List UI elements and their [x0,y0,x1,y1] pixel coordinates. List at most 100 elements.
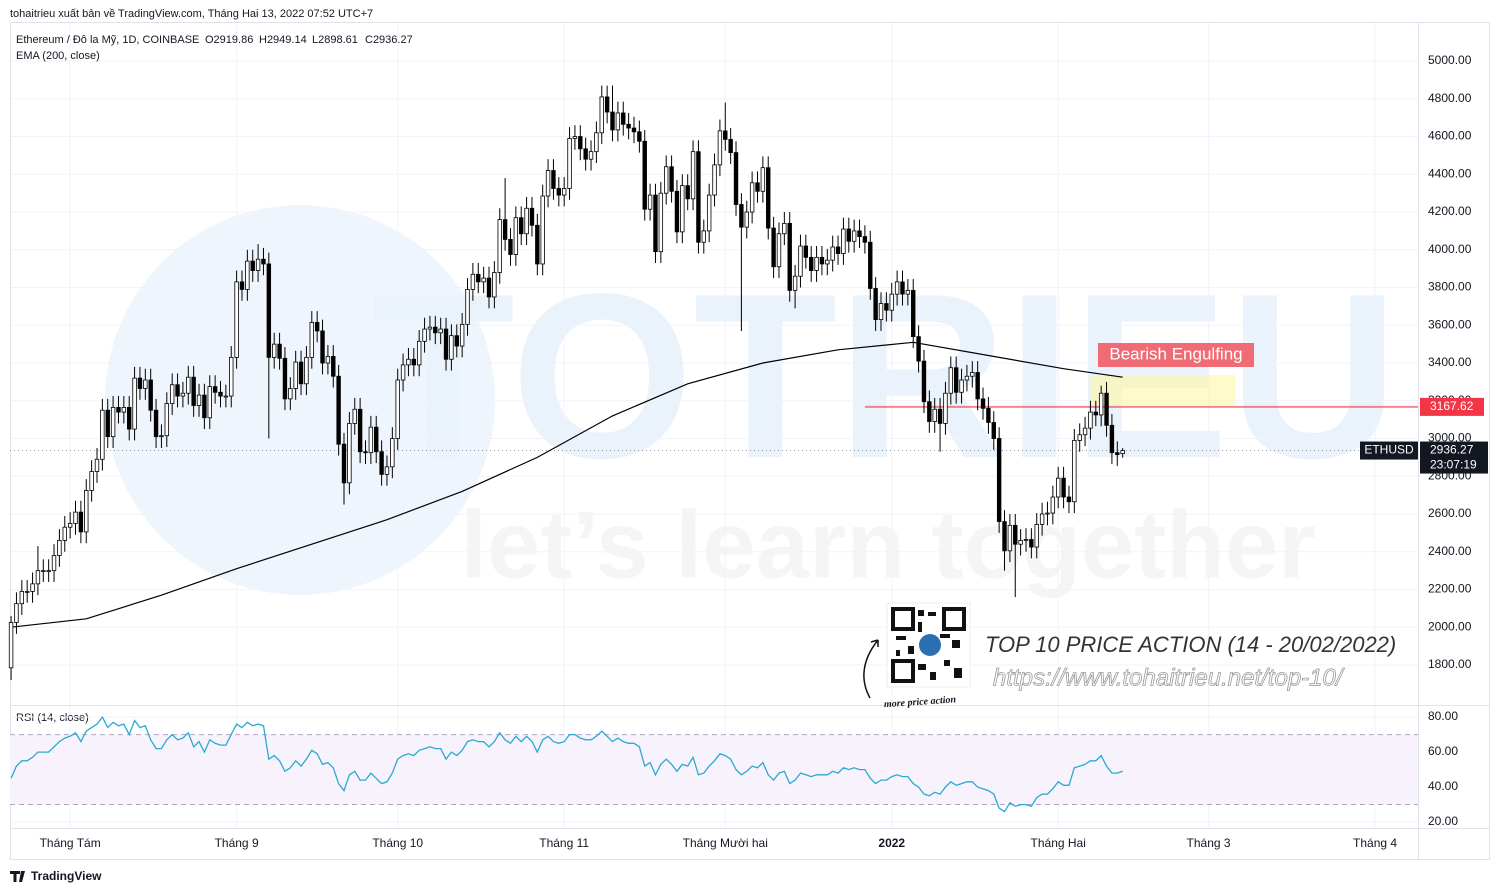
candle-body [438,328,443,334]
candle-body [320,330,325,364]
candle-body [980,398,986,409]
candle-body [723,130,728,140]
candle-body [658,192,664,253]
candle-body [567,138,572,189]
candle-body [878,303,884,321]
candle-body [948,367,954,394]
candle-body [363,451,368,454]
candle-body [137,377,143,389]
promo: more price action TOP 10 PRICE ACTION (1… [863,602,1396,710]
candle-body [1093,411,1099,416]
candle-body [331,356,336,377]
candle-body [433,326,438,334]
candle-body [116,406,121,413]
candle-body [755,182,760,192]
qr-finder [891,607,915,631]
candle-body [395,379,400,439]
candle-body [932,408,937,422]
ohlc-label: L2898.61 [312,34,358,46]
candle-body [84,490,89,533]
x-tick-label: 2022 [878,836,905,850]
candle-body [921,360,927,403]
candle-body [57,540,62,556]
candle-body [1120,450,1125,455]
candle-body [696,151,701,243]
candle-body [508,239,513,255]
candle-body [937,408,943,424]
candle-body [148,379,153,411]
candle-body [1098,392,1104,416]
candle-body [229,356,234,397]
candle-body [298,361,304,385]
candle-body [712,164,717,196]
candle-body [454,335,459,347]
candle-body [406,358,411,366]
candle-body [1104,392,1109,426]
watermark-slogan: let’s learn together [460,491,1315,598]
candle-body [1061,477,1066,498]
candle-body [78,511,84,533]
candle-body [953,367,959,393]
y-tick-label: 3800.00 [1428,280,1472,294]
candle-body [46,570,51,573]
ema-line [11,341,1123,628]
candle-body [341,443,347,484]
candle-body [728,138,733,153]
candle-body [733,152,739,205]
watermark-layer: TOTRIEU let’s learn together [10,22,1418,828]
frame [10,22,1490,860]
candle-body [234,281,239,358]
x-tick-label: Tháng 10 [372,836,423,850]
footer: TradingView [31,869,102,883]
y-tick-label: 2000.00 [1428,619,1472,633]
ohlc-label: C2936.27 [365,34,413,46]
rsi-tick-label: 80.00 [1428,709,1458,723]
candle-body [121,406,127,413]
candle-body [132,377,137,430]
candle-body [610,111,615,131]
y-tick-label: 3000.00 [1428,431,1472,445]
candle-body [782,222,787,235]
candle-body [94,458,100,472]
candle-body [143,379,148,389]
candle-body [14,603,19,623]
candle-body [427,326,433,330]
x-tick-label: Tháng 9 [215,836,259,850]
annotation: Bearish Engulfing [1109,344,1242,363]
candle-body [551,170,556,189]
promo-url: https://www.tohaitrieu.net/top-10/ [993,664,1345,691]
candle-body [540,195,545,265]
y-tick-label: 3400.00 [1428,355,1472,369]
candle-body [476,273,481,283]
candle-body [706,194,712,232]
candle-body [24,590,30,593]
candle-body [873,288,878,321]
candle-body [749,182,755,213]
candle-body [964,375,970,381]
candle-body [959,379,964,393]
candle-body [30,583,35,592]
zone [1090,375,1236,405]
candle-body [776,233,782,268]
promo-title: TOP 10 PRICE ACTION (14 - 20/02/2022) [985,632,1396,657]
candle-body [105,409,110,438]
candle-body [255,258,261,271]
candle-body [572,136,578,139]
candle-body [51,555,57,572]
level-tag [1420,397,1484,416]
x-tick-label: Tháng Hai [1031,836,1086,850]
candle-body [89,471,94,491]
candle-body [798,245,803,277]
qr-logo [919,634,941,656]
candle-body [1034,523,1039,548]
candle-body [422,328,427,342]
candle-body [894,281,900,295]
tv-logo [10,871,25,882]
candle-body [604,96,610,113]
candle-body [1109,424,1115,454]
candle-body [1045,512,1050,515]
candle-body [889,293,894,311]
y-tick-label: 4000.00 [1428,242,1472,256]
candle-body [642,140,647,210]
